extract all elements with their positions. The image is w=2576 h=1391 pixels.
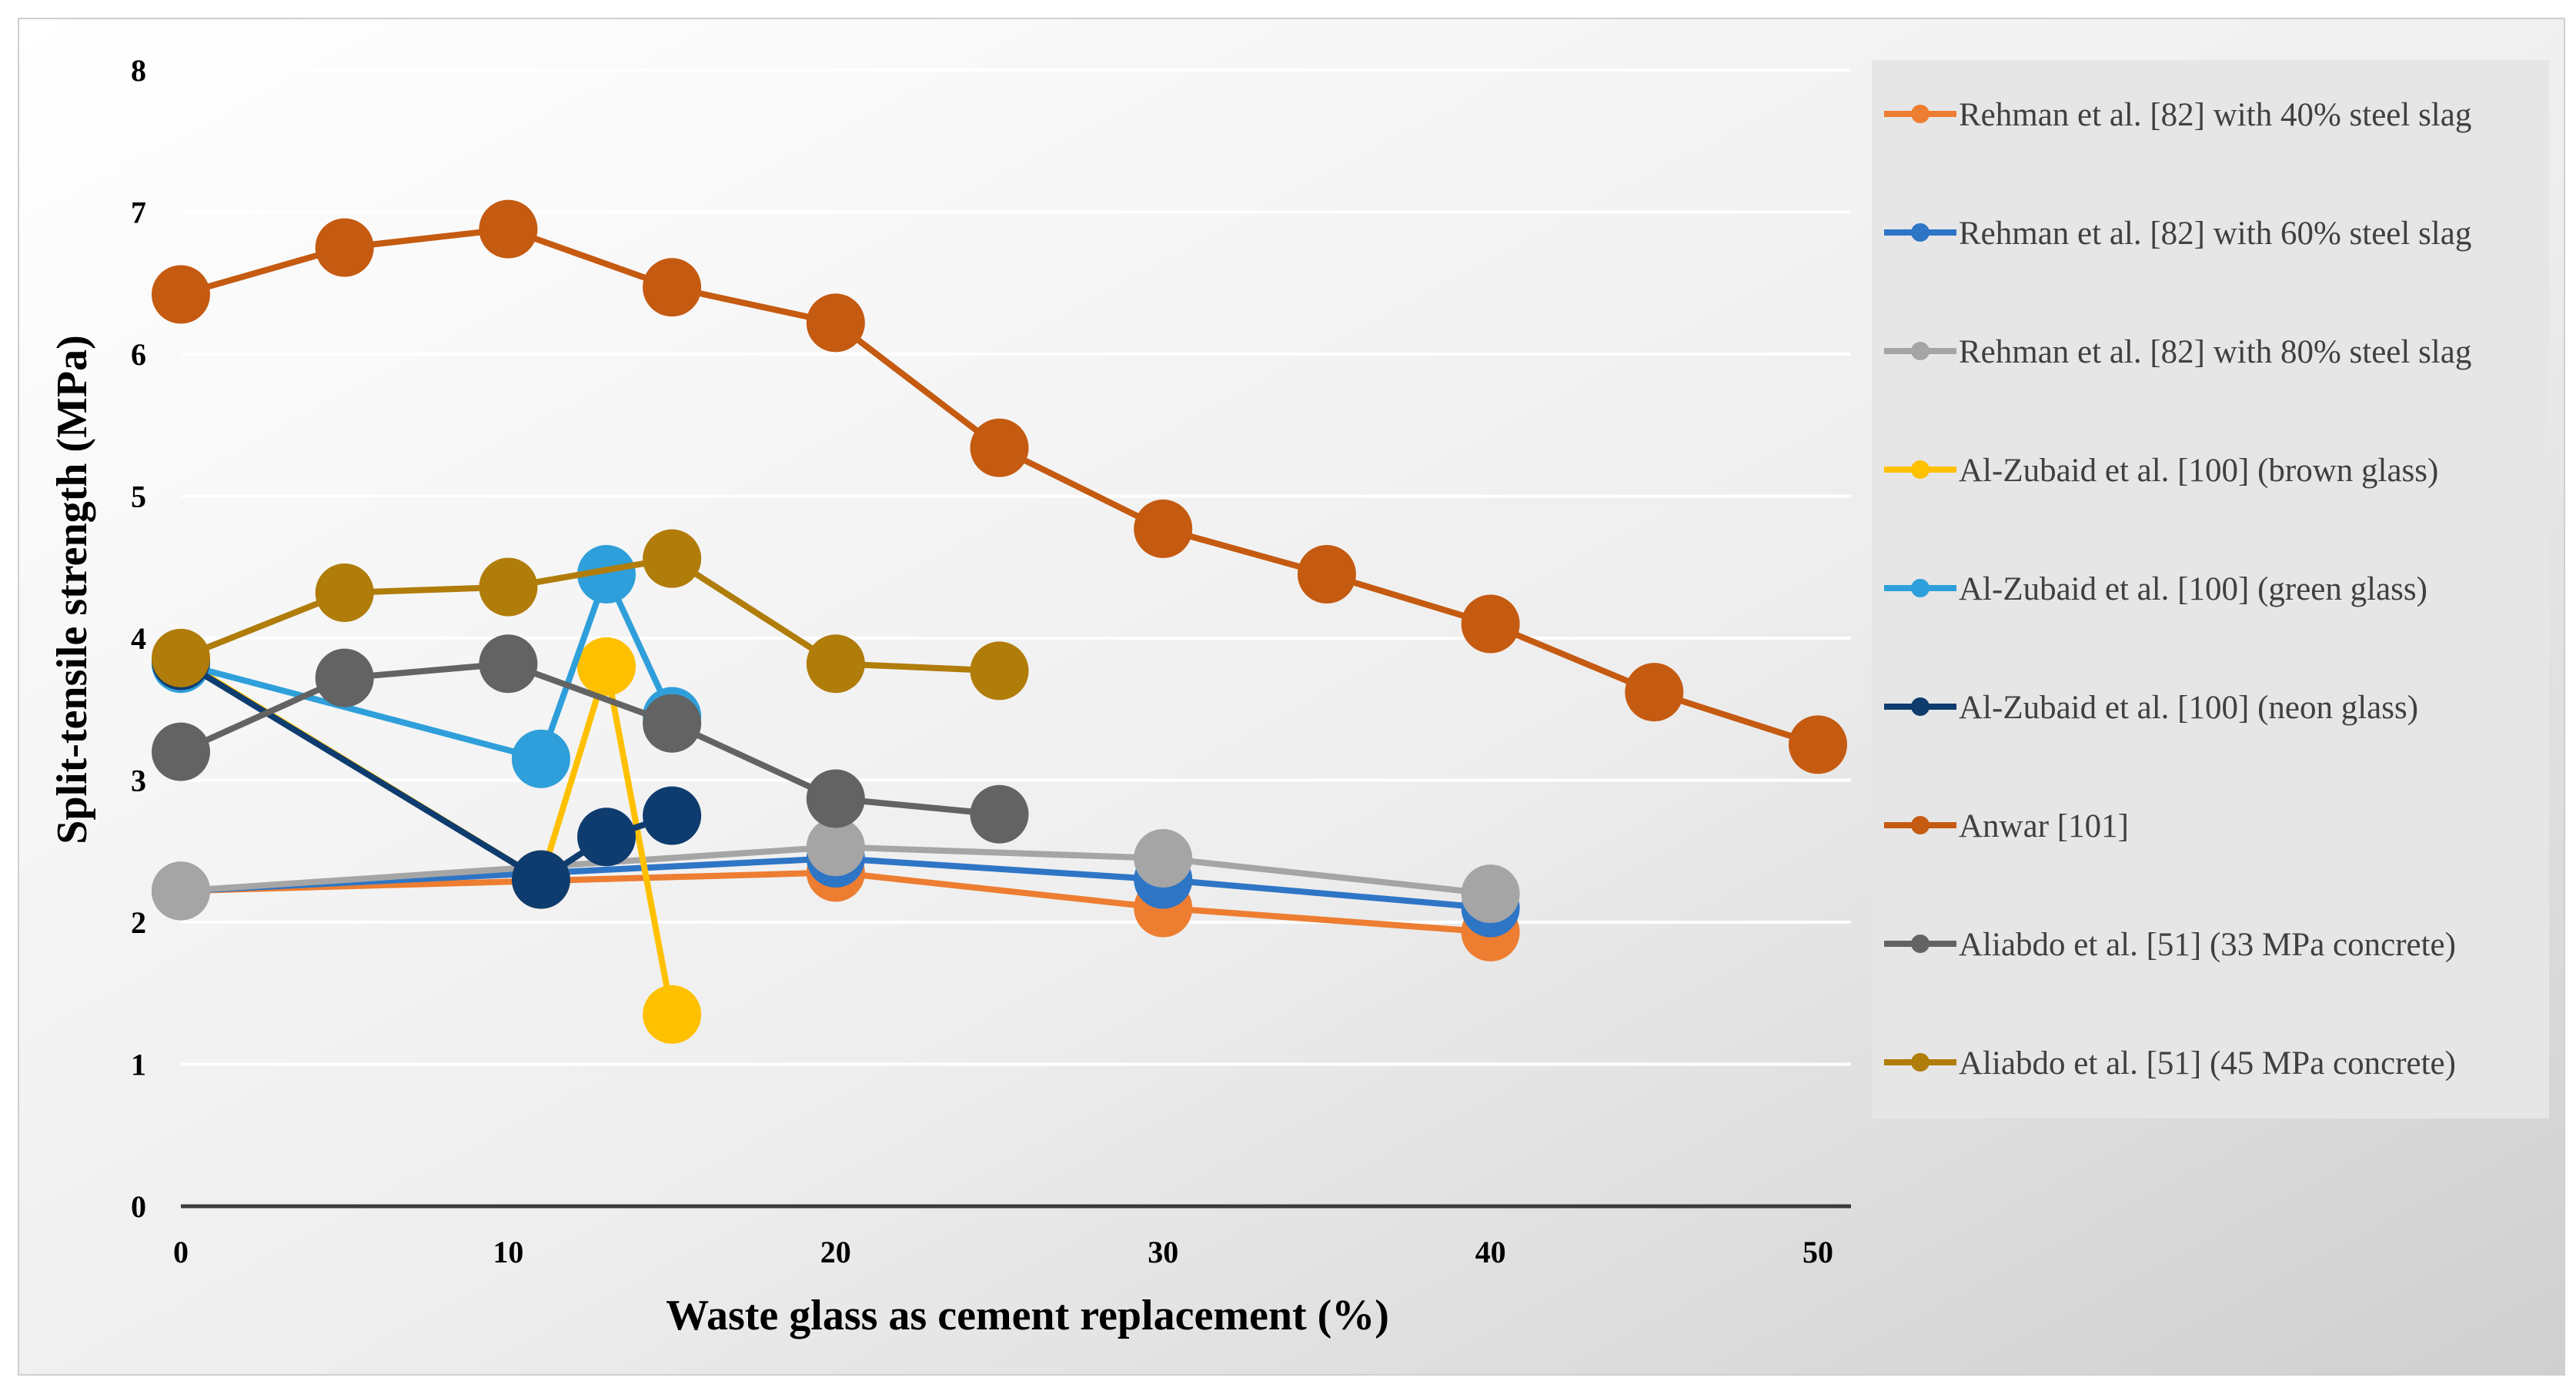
data-point <box>643 985 702 1044</box>
y-tick-label: 6 <box>131 337 146 372</box>
y-axis-title: Split-tensile strength (MPa) <box>48 335 96 844</box>
legend-swatch-marker <box>1911 223 1929 242</box>
series-line <box>178 855 1494 911</box>
series-8 <box>152 634 1029 844</box>
data-point <box>1625 663 1684 722</box>
y-tick-label: 7 <box>131 196 146 230</box>
series-line <box>178 869 1494 935</box>
x-tick-label: 40 <box>1475 1235 1506 1269</box>
legend-item: Al-Zubaid et al. [100] (brown glass) <box>1884 453 2438 489</box>
legend-swatch-marker <box>1911 342 1929 360</box>
data-point <box>970 784 1029 844</box>
data-point <box>479 634 538 694</box>
data-point <box>152 861 210 921</box>
data-point <box>315 563 374 622</box>
data-point <box>806 818 865 877</box>
y-tick-label: 3 <box>131 764 146 798</box>
legend-item: Aliabdo et al. [51] (45 MPa concrete) <box>1884 1045 2456 1082</box>
series-line <box>178 657 676 883</box>
y-tick-label: 1 <box>131 1048 146 1082</box>
data-point <box>970 418 1029 477</box>
legend-swatch-marker <box>1911 935 1929 953</box>
x-axis-title: Waste glass as cement replacement (%) <box>666 1292 1389 1339</box>
x-tick-label: 20 <box>820 1235 851 1269</box>
legend-swatch-marker <box>1911 816 1929 834</box>
series-7 <box>152 199 1847 774</box>
data-point <box>1461 594 1520 654</box>
series-line <box>178 844 1494 898</box>
y-tick-label: 0 <box>131 1189 146 1224</box>
data-point <box>643 694 702 753</box>
legend-label: Aliabdo et al. [51] (45 MPa concrete) <box>1959 1045 2456 1082</box>
legend-item: Rehman et al. [82] with 60% steel slag <box>1884 216 2471 252</box>
y-tick-label: 2 <box>131 905 146 940</box>
legend-item: Rehman et al. [82] with 80% steel slag <box>1884 334 2471 370</box>
data-point <box>577 544 636 604</box>
data-point <box>577 808 636 867</box>
data-point <box>1297 544 1356 604</box>
legend-swatch-marker <box>1911 105 1929 123</box>
data-point <box>152 722 210 781</box>
y-tick-label: 5 <box>131 480 146 514</box>
data-point <box>1789 715 1847 774</box>
x-tick-label: 50 <box>1803 1235 1833 1269</box>
data-point <box>479 557 538 617</box>
legend-swatch-marker <box>1911 460 1929 479</box>
legend-label: Al-Zubaid et al. [100] (green glass) <box>1959 571 2427 607</box>
legend-item: Anwar [101] <box>1884 808 2129 844</box>
data-point <box>511 850 570 909</box>
data-point <box>152 265 210 324</box>
y-tick-label: 4 <box>131 621 146 656</box>
legend-box <box>1872 60 2549 1118</box>
x-tick-label: 30 <box>1148 1235 1178 1269</box>
data-point <box>511 729 570 788</box>
data-point <box>1134 828 1193 888</box>
data-point <box>643 786 702 845</box>
data-point <box>152 628 210 687</box>
series-9 <box>152 529 1029 701</box>
data-point <box>806 293 865 353</box>
y-tick-label: 8 <box>131 53 146 88</box>
data-point <box>643 529 702 588</box>
data-point <box>315 648 374 707</box>
legend-item: Al-Zubaid et al. [100] (neon glass) <box>1884 690 2418 726</box>
data-point <box>315 218 374 277</box>
series-line <box>178 571 676 762</box>
data-point <box>479 199 538 259</box>
legend-label: Al-Zubaid et al. [100] (brown glass) <box>1959 453 2438 489</box>
legend-label: Rehman et al. [82] with 60% steel slag <box>1959 216 2471 252</box>
legend-label: Anwar [101] <box>1959 808 2129 844</box>
legend-label: Rehman et al. [82] with 80% steel slag <box>1959 334 2471 370</box>
legend-swatch-marker <box>1911 579 1929 597</box>
data-point <box>806 769 865 828</box>
x-tick-label: 0 <box>173 1235 189 1269</box>
data-point <box>970 641 1029 701</box>
legend-item: Rehman et al. [82] with 40% steel slag <box>1884 97 2471 133</box>
legend-swatch-marker <box>1911 697 1929 716</box>
data-point <box>806 634 865 694</box>
data-point <box>1461 864 1520 924</box>
x-tick-label: 10 <box>493 1235 523 1269</box>
legend-label: Rehman et al. [82] with 40% steel slag <box>1959 97 2471 133</box>
data-point <box>577 637 636 696</box>
legend-item: Al-Zubaid et al. [100] (green glass) <box>1884 571 2427 607</box>
legend-label: Al-Zubaid et al. [100] (neon glass) <box>1959 690 2418 726</box>
legend-label: Aliabdo et al. [51] (33 MPa concrete) <box>1959 927 2456 963</box>
data-point <box>643 258 702 317</box>
legend-item: Aliabdo et al. [51] (33 MPa concrete) <box>1884 927 2456 963</box>
series-3 <box>152 818 1520 924</box>
legend-swatch-marker <box>1911 1053 1929 1072</box>
data-point <box>1134 499 1193 558</box>
